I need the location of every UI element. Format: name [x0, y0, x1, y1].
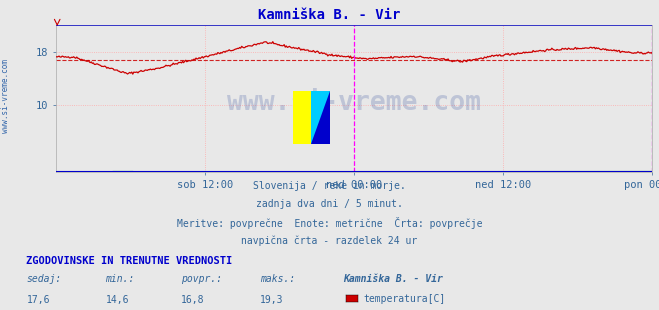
Text: zadnja dva dni / 5 minut.: zadnja dva dni / 5 minut. [256, 199, 403, 209]
Text: Kamniška B. - Vir: Kamniška B. - Vir [258, 8, 401, 22]
Text: navpična črta - razdelek 24 ur: navpična črta - razdelek 24 ur [241, 235, 418, 246]
Text: www.si-vreme.com: www.si-vreme.com [1, 59, 10, 133]
Bar [312, 91, 330, 144]
Text: Meritve: povprečne  Enote: metrične  Črta: povprečje: Meritve: povprečne Enote: metrične Črta:… [177, 217, 482, 229]
Text: ZGODOVINSKE IN TRENUTNE VREDNOSTI: ZGODOVINSKE IN TRENUTNE VREDNOSTI [26, 256, 233, 266]
Text: sedaj:: sedaj: [26, 274, 61, 284]
Text: povpr.:: povpr.: [181, 274, 222, 284]
Text: temperatura[C]: temperatura[C] [363, 294, 445, 304]
Polygon shape [312, 91, 330, 144]
Text: Slovenija / reke in morje.: Slovenija / reke in morje. [253, 181, 406, 191]
Text: Kamniška B. - Vir: Kamniška B. - Vir [343, 274, 443, 284]
Text: maks.:: maks.: [260, 274, 295, 284]
Text: 14,6: 14,6 [105, 294, 129, 304]
Text: min.:: min.: [105, 274, 135, 284]
Text: 17,6: 17,6 [26, 294, 50, 304]
Bar [293, 91, 312, 144]
Text: 16,8: 16,8 [181, 294, 205, 304]
Text: 19,3: 19,3 [260, 294, 284, 304]
Text: www.si-vreme.com: www.si-vreme.com [227, 90, 481, 116]
